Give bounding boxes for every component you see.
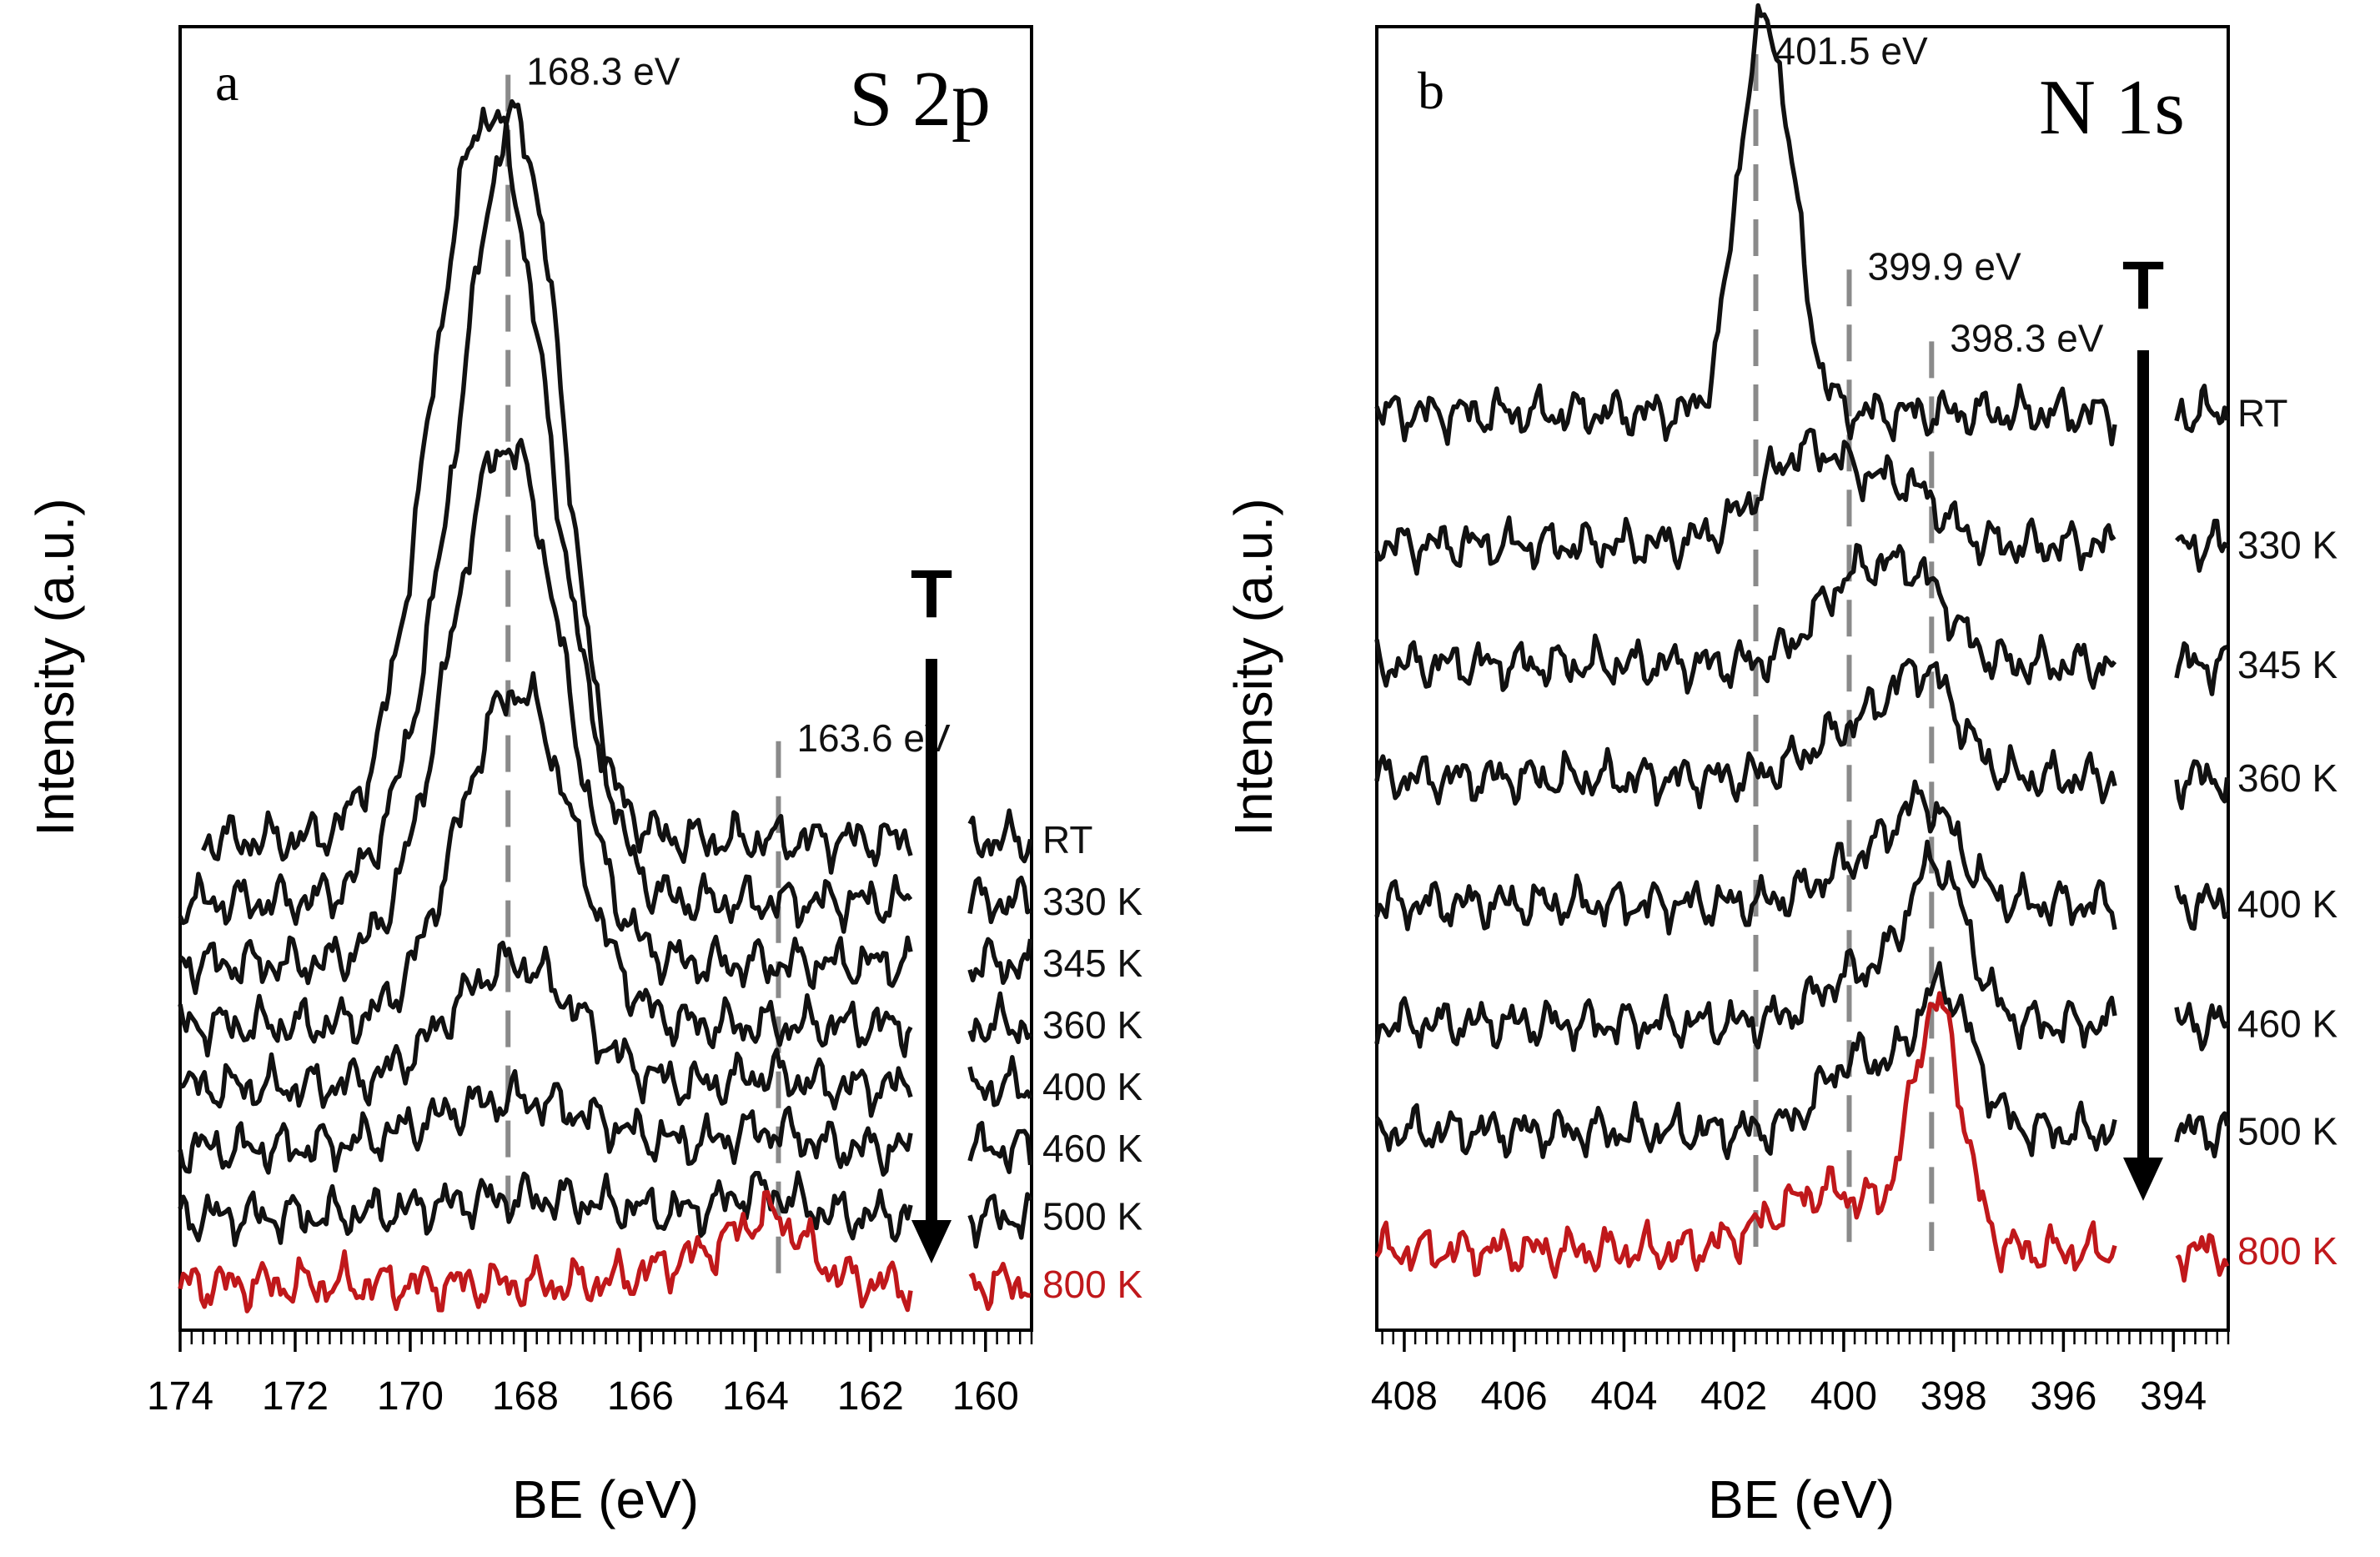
spectrum-stub	[2174, 1111, 2230, 1159]
spectrum-330-k	[1374, 427, 2116, 576]
panel-letter: b	[1418, 61, 1444, 120]
x-tick-label: 398	[1921, 1374, 1987, 1419]
temperature-arrow-head	[2123, 1158, 2163, 1201]
spectrum-460-k	[178, 1068, 913, 1177]
spectrum-stub	[967, 1055, 1033, 1107]
x-tick-label: 162	[837, 1374, 904, 1419]
x-tick-label: 402	[1700, 1374, 1767, 1419]
x-tick-label: 408	[1371, 1374, 1438, 1419]
x-minor-ticks	[1381, 1330, 2230, 1344]
x-tick-label: 404	[1590, 1374, 1657, 1419]
spectrum-stub	[967, 875, 1032, 925]
spectrum-stub	[2174, 759, 2230, 811]
x-tick-label: 170	[377, 1374, 444, 1419]
spectrum-460-k	[1374, 839, 2117, 1052]
spectrum-stub	[967, 1120, 1033, 1174]
x-axis-label: BE (eV)	[512, 1469, 699, 1529]
spectrum-400-k	[1374, 779, 2117, 936]
peak-marker-label: 168.3 eV	[526, 50, 680, 93]
spectrum-360-k	[178, 671, 913, 1058]
series-label: 330 K	[2237, 523, 2338, 566]
spectrum-stub	[968, 1261, 1031, 1312]
temperature-arrow-head	[911, 1220, 951, 1263]
temperature-arrow-label: T	[911, 556, 952, 632]
x-tick-label: 160	[952, 1374, 1019, 1419]
series-label: 330 K	[1042, 880, 1143, 923]
x-tick-label: 396	[2030, 1374, 2096, 1419]
series-label: 500 K	[2237, 1110, 2338, 1153]
spectrum-stub	[967, 937, 1033, 986]
x-tick-label: 394	[2140, 1374, 2207, 1419]
spectrum-400-k	[179, 940, 913, 1118]
spectrum-stub	[967, 1192, 1033, 1249]
spectrum-360-k	[1374, 658, 2117, 810]
series-label: 400 K	[1042, 1065, 1143, 1108]
peak-marker-label: 399.9 eV	[1867, 244, 2021, 288]
spectrum-rt	[201, 106, 913, 875]
series-label: 345 K	[2237, 643, 2338, 686]
x-tick-label: 166	[607, 1374, 674, 1419]
series-label: 460 K	[1042, 1127, 1143, 1170]
series-label: 345 K	[1042, 942, 1143, 985]
spectrum-800-k	[178, 1189, 913, 1313]
spectrum-stub	[967, 808, 1033, 864]
panel-b-n1s: 408 406 404 402 400 398 396 394 BE (eV) Intensity…	[1223, 3, 2338, 1529]
peak-marker-label: 401.5 eV	[1775, 29, 1928, 73]
spectrum-stub	[2175, 1233, 2230, 1283]
series-label: 360 K	[1042, 1003, 1143, 1047]
temperature-arrow-label: T	[2122, 248, 2164, 324]
spectrum-stub	[2175, 519, 2229, 573]
spectrum-330-k	[178, 98, 913, 934]
x-tick-label: 400	[1810, 1374, 1877, 1419]
x-tick-label: 164	[722, 1374, 789, 1419]
plot-frame	[1375, 25, 2230, 1332]
spectrum-345-k	[1374, 543, 2117, 695]
series-label: 360 K	[2237, 756, 2338, 800]
x-tick-label: 174	[147, 1374, 213, 1419]
panel-a-s2p: 174 172 170 168 166 164 162 160 BE (eV) Intensity…	[25, 25, 1143, 1529]
series-label: 500 K	[1042, 1195, 1143, 1238]
spectrum-stub	[2174, 640, 2228, 696]
y-axis-label: Intensity (a.u.)	[25, 498, 85, 836]
x-minor-ticks	[190, 1330, 1033, 1344]
series-label: RT	[1042, 818, 1093, 861]
peak-marker-label: 163.6 eV	[796, 716, 950, 760]
spectrum-stub	[2174, 882, 2230, 932]
series-label: 460 K	[2237, 1002, 2338, 1045]
series-label: 400 K	[2237, 882, 2338, 926]
peak-marker-label: 398.3 eV	[1950, 316, 2103, 359]
spectrum-500-k	[178, 1170, 913, 1248]
x-tick-label: 168	[492, 1374, 559, 1419]
x-axis-label: BE (eV)	[1708, 1469, 1895, 1529]
spectrum-345-k	[178, 438, 913, 996]
spectrum-rt	[1374, 3, 2117, 447]
panel-title: S 2p	[849, 56, 991, 143]
spectrum-stub	[2174, 1002, 2230, 1052]
y-axis-label: Intensity (a.u.)	[1223, 498, 1283, 836]
panel-title: N 1s	[2039, 64, 2185, 151]
spectrum-500-k	[1374, 961, 2117, 1161]
x-tick-label: 172	[262, 1374, 329, 1419]
panel-letter: a	[215, 53, 239, 112]
spectrum-stub	[967, 991, 1032, 1045]
series-label: RT	[2237, 392, 2288, 435]
series-label: 800 K	[1042, 1263, 1143, 1306]
x-tick-label: 406	[1481, 1374, 1548, 1419]
spectrum-stub	[2174, 383, 2230, 434]
spectrum-800-k	[1374, 991, 2117, 1279]
series-label: 800 K	[2237, 1229, 2338, 1273]
